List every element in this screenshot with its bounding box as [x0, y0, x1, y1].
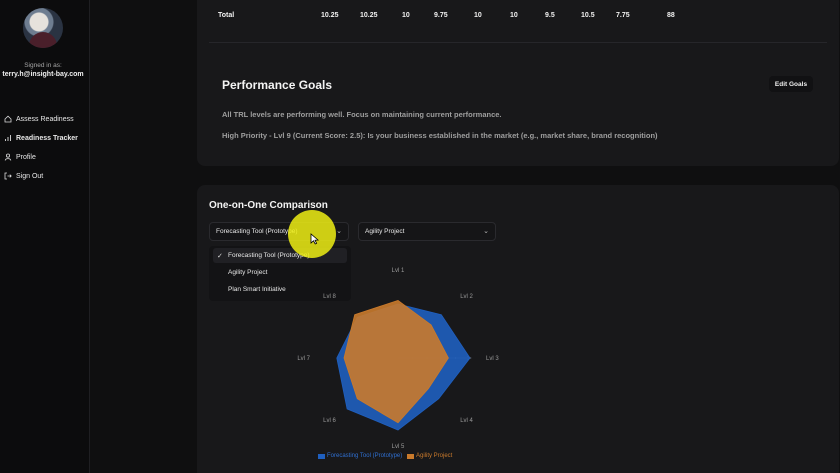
axis-label: Lvl 6: [323, 418, 336, 424]
user-email: terry.h@insight-bay.com: [2, 71, 84, 78]
nav-readiness-tracker[interactable]: Readiness Tracker: [4, 132, 78, 144]
axis-label: Lvl 5: [392, 444, 405, 450]
total-value: 10: [510, 12, 518, 19]
legend-label: Forecasting Tool (Prototype): [327, 453, 403, 459]
dropdown-option[interactable]: Agility Project: [213, 265, 347, 280]
bar-chart-icon: [4, 134, 12, 142]
total-value: 10.5: [581, 12, 595, 19]
axis-label: Lvl 2: [460, 294, 473, 300]
divider: [209, 42, 827, 43]
home-icon: [4, 115, 12, 123]
total-row: Total 10.25 10.25 10 9.75 10 10 9.5 10.5…: [197, 12, 839, 24]
chevron-down-icon: ⌄: [336, 228, 342, 235]
legend-label: Agility Project: [416, 453, 453, 459]
axis-label: Lvl 3: [486, 356, 499, 362]
signed-in-label: Signed in as:: [24, 62, 62, 69]
legend-swatch: [318, 453, 325, 459]
total-value: 9.5: [545, 12, 555, 19]
sidebar: Signed in as: terry.h@insight-bay.com As…: [0, 0, 90, 473]
project-select-right[interactable]: Agility Project ⌄: [358, 222, 496, 241]
dropdown-option[interactable]: Plan Smart Initiative: [213, 282, 347, 297]
select-value: Agility Project: [365, 228, 405, 235]
goals-priority: High Priority - Lvl 9 (Current Score: 2.…: [222, 131, 658, 140]
option-label: Plan Smart Initiative: [228, 286, 286, 293]
legend-swatch: [407, 453, 414, 459]
nav-label: Sign Out: [16, 172, 44, 180]
total-value: 10: [474, 12, 482, 19]
axis-label: Lvl 8: [323, 294, 336, 300]
option-label: Agility Project: [228, 269, 268, 276]
sign-out-icon: [4, 172, 12, 180]
legend-item: Forecasting Tool (Prototype): [318, 453, 402, 459]
total-value: 7.75: [616, 12, 630, 19]
mouse-pointer-icon: [310, 233, 319, 245]
nav-profile[interactable]: Profile: [4, 151, 36, 163]
total-value: 88: [667, 12, 675, 19]
performance-goals-title: Performance Goals: [222, 78, 333, 92]
nav-sign-out[interactable]: Sign Out: [4, 170, 43, 182]
goals-summary: All TRL levels are performing well. Focu…: [222, 110, 502, 119]
axis-label: Lvl 1: [392, 268, 405, 274]
select-value: Forecasting Tool (Prototype): [216, 228, 298, 235]
scores-card: Total 10.25 10.25 10 9.75 10 10 9.5 10.5…: [197, 0, 839, 166]
series-polygon: [343, 299, 449, 424]
axis-label: Lvl 7: [297, 356, 310, 362]
nav-label: Assess Readiness: [16, 115, 74, 123]
chevron-down-icon: ⌄: [483, 228, 489, 235]
check-icon: ✓: [217, 252, 223, 260]
total-value: 10: [402, 12, 410, 19]
total-label: Total: [218, 12, 235, 19]
avatar[interactable]: [23, 8, 63, 48]
comparison-title: One-on-One Comparison: [209, 200, 328, 211]
cursor-highlight: [288, 210, 336, 258]
option-label: Forecasting Tool (Prototype): [228, 252, 310, 259]
axis-label: Lvl 4: [460, 418, 473, 424]
nav-label: Readiness Tracker: [16, 134, 78, 142]
total-value: 10.25: [360, 12, 378, 19]
total-value: 9.75: [434, 12, 448, 19]
edit-goals-button[interactable]: Edit Goals: [769, 76, 813, 92]
nav-assess-readiness[interactable]: Assess Readiness: [4, 113, 74, 125]
nav-label: Profile: [16, 153, 36, 161]
user-icon: [4, 153, 12, 161]
total-value: 10.25: [321, 12, 339, 19]
legend-item: Agility Project: [407, 453, 452, 459]
